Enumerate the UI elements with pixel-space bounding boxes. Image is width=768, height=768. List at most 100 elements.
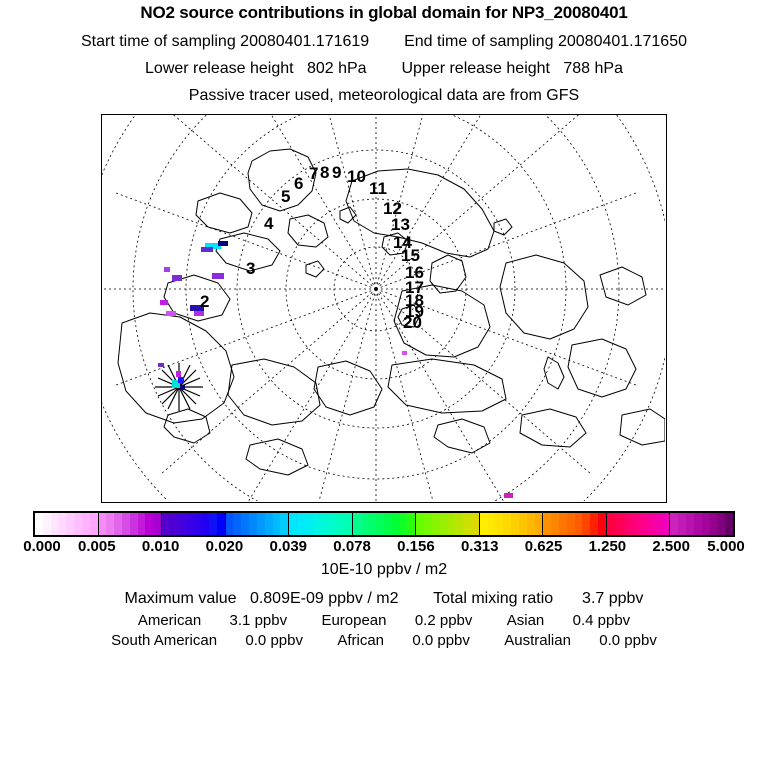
- colorbar-step: [566, 513, 575, 535]
- coastlines: [117, 148, 665, 476]
- region-value-australian: 0.0 ppbv: [599, 632, 657, 649]
- colorbar-step: [606, 513, 615, 535]
- colorbar-tick-9: 1.250: [588, 538, 627, 555]
- colorbar-units-label: 10E-10 ppbv / m2: [320, 561, 448, 578]
- colorbar-segment-7: [479, 513, 544, 535]
- trajectory-label-4: 4: [264, 214, 274, 233]
- source-marker: [155, 363, 203, 411]
- colorbar-segment-8: [543, 513, 607, 535]
- trajectory-label-6: 6: [294, 174, 304, 193]
- colorbar-step: [487, 513, 496, 535]
- region-value-asian: 0.4 ppbv: [572, 612, 631, 629]
- colorbar-step: [225, 513, 234, 535]
- colorbar-step: [137, 513, 146, 535]
- colorbar-step: [725, 513, 733, 535]
- polar-map: [102, 115, 665, 501]
- trajectory-label-11: 11: [369, 179, 387, 198]
- colorbar-step: [289, 513, 297, 535]
- colorbar-step: [463, 513, 471, 535]
- colorbar-step: [216, 513, 225, 535]
- colorbar-tick-1: 0.005: [78, 538, 116, 555]
- trajectory-label-14: 14: [393, 233, 412, 252]
- colorbar-step: [35, 513, 43, 535]
- colorbar-tick-labels: 0.000 0.005 0.010 0.020 0.039 0.078 0.156 0.313…: [0, 538, 768, 558]
- statistics-block: Maximum value 0.809E-09 ppbv / m2 Total …: [0, 590, 768, 652]
- colorbar-segment-9: [606, 513, 671, 535]
- colorbar-step: [208, 513, 217, 535]
- colorbar-segment-4: [289, 513, 353, 535]
- colorbar-step: [264, 513, 273, 535]
- colorbar-tick-2: 0.010: [141, 538, 180, 555]
- colorbar-step: [114, 513, 122, 535]
- trajectory-label-7: 7: [309, 164, 319, 183]
- colorbar-tick-4: 0.039: [269, 538, 308, 555]
- colorbar-step: [582, 513, 591, 535]
- colorbar-segment-10: [670, 513, 733, 535]
- colorbar-step: [98, 513, 107, 535]
- colorbar-step: [686, 513, 694, 535]
- upper-release-label: Upper release height: [401, 60, 550, 77]
- colorbar-step: [518, 513, 527, 535]
- colorbar-step: [42, 513, 51, 535]
- colorbar-step: [590, 513, 599, 535]
- colorbar-step: [455, 513, 464, 535]
- colorbar-step: [416, 513, 425, 535]
- lower-release-label: Lower release height: [145, 60, 294, 77]
- start-time-label: Start time of sampling: [80, 33, 236, 50]
- sampling-time-line: Start time of sampling 20080401.171619 E…: [0, 33, 768, 51]
- colorbar-step: [614, 513, 623, 535]
- colorbar-step: [653, 513, 662, 535]
- colorbar-step: [678, 513, 687, 535]
- colorbar-segment-6: [416, 513, 480, 535]
- colorbar-step: [106, 513, 115, 535]
- colorbar-tick-0: 0.000: [23, 538, 61, 555]
- colorbar-step: [304, 513, 313, 535]
- region-label-south-american: South American: [111, 632, 218, 649]
- region-row-2: South American 0.0 ppbv African 0.0 ppbv…: [0, 632, 768, 649]
- trajectory-label-20: 20: [403, 313, 422, 332]
- trajectory-label-5: 5: [281, 187, 291, 206]
- start-time-value: 20080401.171619: [240, 33, 370, 50]
- trajectory-label-10: 10: [347, 167, 366, 186]
- total-mixing-ratio-value: 3.7 ppbv: [582, 590, 644, 607]
- colorbar-segment-2: [162, 513, 226, 535]
- colorbar-step: [598, 513, 606, 535]
- region-label-european: European: [321, 612, 387, 629]
- max-value-label: Maximum value: [124, 590, 237, 607]
- trajectory-label-3: 3: [246, 259, 256, 278]
- colorbar: [33, 511, 735, 537]
- max-value-value: 0.809E-09 ppbv / m2: [249, 590, 399, 607]
- colorbar-step: [551, 513, 559, 535]
- colorbar-step: [162, 513, 170, 535]
- colorbar-step: [129, 513, 138, 535]
- colorbar-step: [368, 513, 377, 535]
- colorbar-step: [630, 513, 639, 535]
- colorbar-step: [328, 513, 337, 535]
- colorbar-step: [169, 513, 178, 535]
- colorbar-step: [559, 513, 567, 535]
- colorbar-step: [50, 513, 59, 535]
- colorbar-step: [233, 513, 242, 535]
- meridian-lines: [102, 115, 665, 501]
- region-value-african: 0.0 ppbv: [412, 632, 470, 649]
- upper-release-value: 788 hPa: [563, 60, 623, 77]
- colorbar-step: [145, 513, 154, 535]
- release-height-line: Lower release height 802 hPa Upper relea…: [0, 60, 768, 78]
- colorbar-step: [336, 513, 344, 535]
- colorbar-step: [503, 513, 512, 535]
- colorbar-step: [543, 513, 552, 535]
- colorbar-step: [81, 513, 90, 535]
- colorbar-step: [479, 513, 488, 535]
- trajectory-label-12: 12: [383, 199, 402, 218]
- latitude-circles: [102, 115, 665, 501]
- colorbar-tick-10: 2.500: [652, 538, 690, 555]
- colorbar-step: [343, 513, 352, 535]
- colorbar-tick-11: 5.000: [707, 538, 745, 555]
- page-title: NO2 source contributions in global domai…: [140, 3, 628, 22]
- colorbar-step: [670, 513, 679, 535]
- trajectory-label-18: 18: [405, 291, 424, 310]
- region-label-asian: Asian: [506, 612, 545, 629]
- colorbar-segment-5: [352, 513, 417, 535]
- map-plot-panel: 2 3 4 5 6 7 8 9 10 11 12 13 14 15 16 17 18 19 20: [101, 114, 667, 503]
